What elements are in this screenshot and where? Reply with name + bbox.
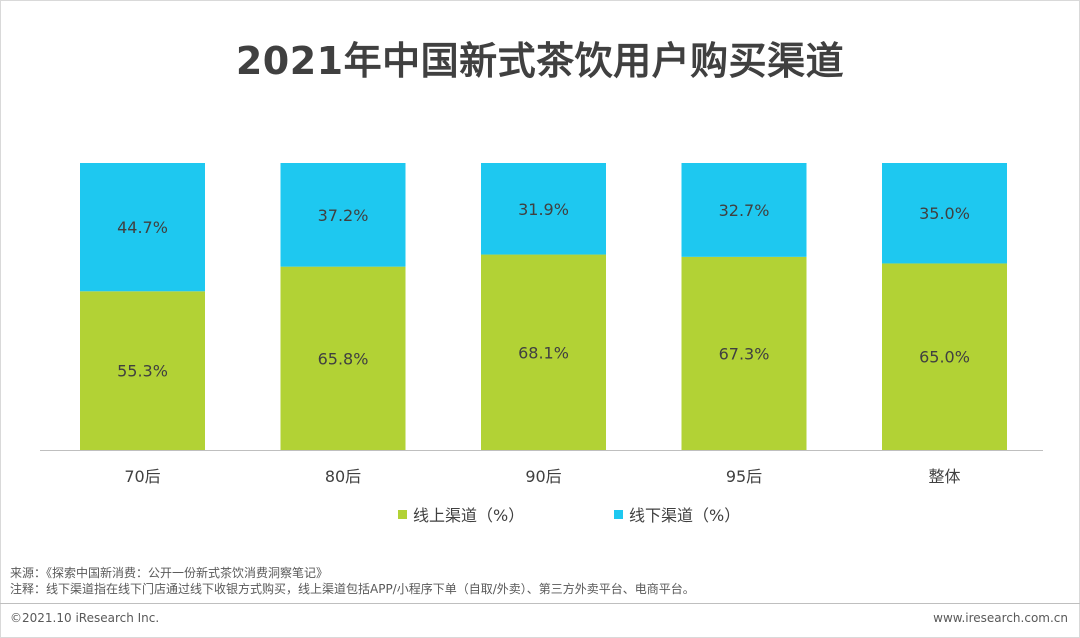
data-label-offline-3: 32.7% [719, 201, 770, 220]
x-tick-label-0: 70后 [124, 467, 160, 486]
x-tick-label-4: 整体 [928, 467, 960, 486]
bar-online-3 [681, 256, 807, 450]
source-text: 来源：《探索中国新消费：公开一份新式茶饮消费洞察笔记》 [10, 566, 329, 580]
chart-title: 2021年中国新式茶饮用户购买渠道 [235, 39, 845, 83]
bar-offline-3 [681, 163, 807, 257]
x-tick-label-1: 80后 [325, 467, 361, 486]
legend-swatch-online [398, 510, 407, 519]
bar-offline-0 [80, 163, 205, 292]
legend-label-offline: 线下渠道（%） [629, 506, 740, 525]
bar-online-0 [80, 291, 205, 450]
data-label-offline-2: 31.9% [518, 200, 569, 219]
website-link[interactable]: www.iresearch.com.cn [933, 611, 1068, 625]
bar-offline-4 [882, 163, 1007, 264]
footer-divider [0, 603, 1080, 604]
bar-online-1 [280, 266, 406, 450]
bar-offline-2 [481, 163, 606, 255]
data-label-offline-4: 35.0% [919, 204, 970, 223]
data-label-offline-1: 37.2% [318, 206, 369, 225]
bar-online-2 [481, 254, 606, 450]
stacked-bar-chart: 55.3% 44.7% 70后 65.8% 37.2% 80后 68.1% 31.9% 90后 6… [40, 163, 1043, 525]
bar-online-4 [882, 263, 1007, 450]
data-label-offline-0: 44.7% [117, 218, 168, 237]
data-label-online-1: 65.8% [318, 349, 369, 368]
source-notes: 来源：《探索中国新消费：公开一份新式茶饮消费洞察笔记》 注释：线下渠道指在线下门… [10, 565, 695, 597]
x-tick-label-3: 95后 [726, 467, 762, 486]
data-label-online-0: 55.3% [117, 362, 168, 381]
data-label-online-2: 68.1% [518, 343, 569, 362]
legend-label-online: 线上渠道（%） [413, 506, 524, 525]
data-label-online-4: 65.0% [919, 348, 970, 367]
data-label-online-3: 67.3% [719, 344, 770, 363]
note-text: 注释：线下渠道指在线下门店通过线下收银方式购买，线上渠道包括APP/小程序下单（… [10, 582, 695, 596]
legend-swatch-offline [614, 510, 623, 519]
bar-offline-1 [280, 163, 406, 267]
copyright: ©2021.10 iResearch Inc. [10, 611, 160, 625]
x-tick-label-2: 90后 [525, 467, 561, 486]
